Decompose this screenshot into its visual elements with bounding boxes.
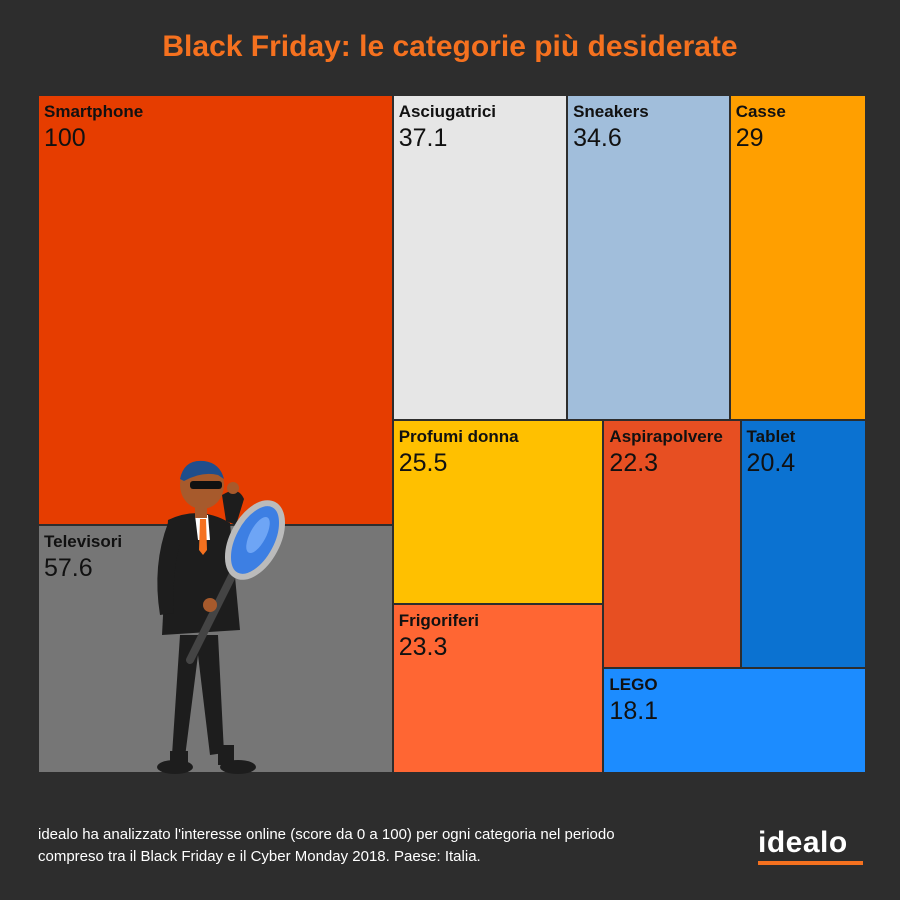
tile-value: 100 — [44, 124, 86, 152]
tile-label: Asciugatrici — [398, 102, 496, 121]
tile-value: 25.5 — [398, 448, 448, 477]
chart-title: Black Friday: le categorie più desiderat… — [162, 30, 738, 63]
tile-aspirapolvere: Aspirapolvere 22.3 — [603, 419, 741, 668]
tile-label: Televisori — [44, 532, 123, 552]
tile-label: Tablet — [746, 426, 796, 446]
tile-label: LEGO — [609, 674, 658, 694]
tile-label: Frigoriferi — [398, 611, 479, 631]
tile-label: Aspirapolvere — [609, 426, 723, 446]
footer-note: idealo ha analizzato l'interesse online … — [38, 824, 698, 868]
tile-value: 37.1 — [398, 124, 448, 152]
tile-frigoriferi: Frigoriferi 23.3 — [392, 604, 604, 773]
tile-tablet: Tablet 20.4 — [740, 419, 866, 668]
tile-value: 29 — [735, 124, 764, 152]
tile-casse: Casse 29 — [729, 95, 866, 420]
tile-label: Casse — [735, 102, 786, 121]
tile-smartphone: Smartphone 100 — [38, 95, 393, 526]
tile-asciugatrici: Asciugatrici 37.1 — [392, 95, 568, 420]
tile-lego: LEGO 18.1 — [603, 667, 866, 773]
tile-value: 22.3 — [609, 448, 659, 477]
tile-value: 57.6 — [44, 554, 93, 583]
tile-profumi-donna: Profumi donna 25.5 — [392, 419, 604, 605]
tile-label: Sneakers — [573, 102, 649, 121]
idealo-logo: idealo — [758, 826, 848, 859]
tile-label: Smartphone — [44, 102, 144, 121]
tile-value: 18.1 — [609, 696, 659, 725]
tile-label: Profumi donna — [398, 426, 519, 446]
tile-sneakers: Sneakers 34.6 — [567, 95, 730, 420]
tile-value: 23.3 — [398, 633, 448, 662]
tile-value: 34.6 — [573, 124, 622, 152]
footer-line-2: compreso tra il Black Friday e il Cyber … — [38, 848, 481, 865]
detective-illustration — [157, 460, 286, 774]
footer-line-1: idealo ha analizzato l'interesse online … — [38, 826, 615, 843]
tile-value: 20.4 — [746, 448, 796, 477]
logo-underline — [758, 861, 863, 865]
